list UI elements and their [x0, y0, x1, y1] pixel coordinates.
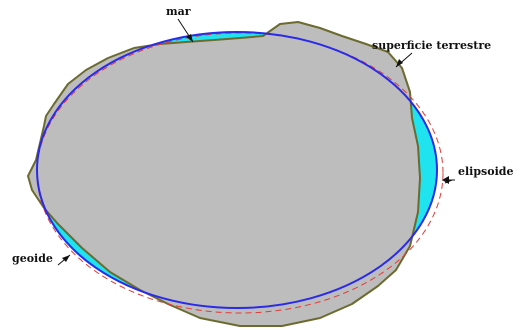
label-elipsoide: elipsoide — [458, 165, 513, 178]
geoid-line — [36, 31, 438, 309]
earth-surface — [27, 21, 421, 327]
label-geoide: geoide — [12, 252, 53, 265]
arrow-elipsoide-tail — [444, 179, 453, 184]
label-mar: mar — [166, 5, 191, 18]
arrow-superficie-head — [396, 59, 403, 67]
arrow-geoide-head — [62, 255, 70, 262]
arrow-mar-head — [186, 34, 193, 42]
label-superficie-terrestre: superficie terrestre — [372, 39, 491, 52]
